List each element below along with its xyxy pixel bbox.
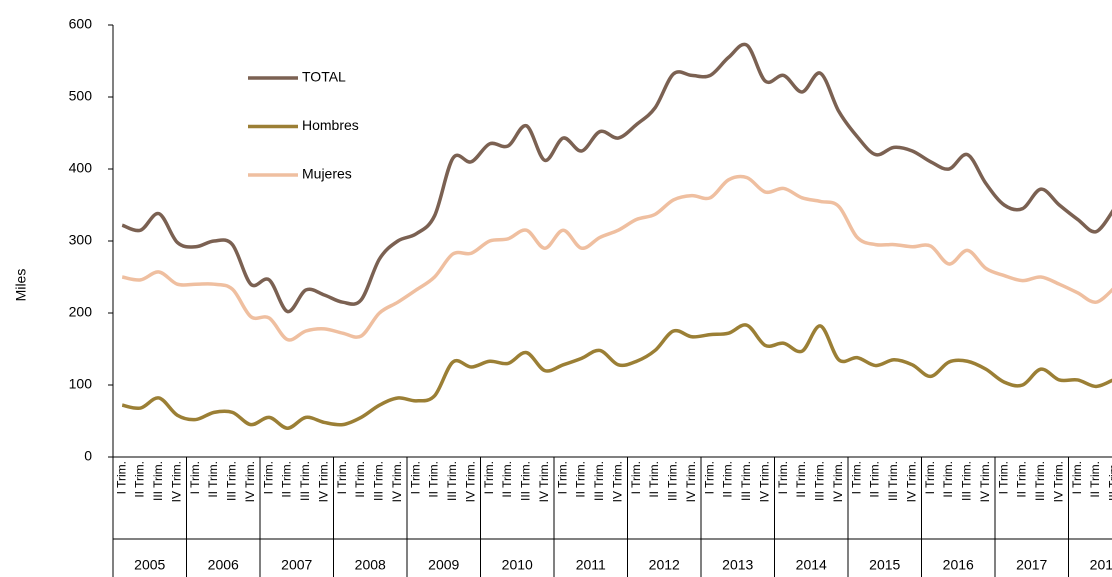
x-tick-label: I Trim.	[776, 461, 790, 494]
x-tick-label: II Trim.	[1015, 461, 1029, 498]
x-tick-label: I Trim.	[261, 461, 275, 494]
x-tick-label: IV Trim.	[831, 461, 845, 502]
x-tick-label: III Trim.	[151, 461, 165, 501]
legend-label: Hombres	[302, 117, 359, 133]
year-label: 2013	[722, 557, 753, 573]
legend-label: Mujeres	[302, 166, 352, 182]
year-label: 2010	[502, 557, 533, 573]
x-tick-label: II Trim.	[794, 461, 808, 498]
x-tick-label: IV Trim.	[243, 461, 257, 502]
x-tick-label: IV Trim.	[904, 461, 918, 502]
y-tick-label: 200	[69, 304, 93, 320]
y-tick-label: 400	[69, 160, 93, 176]
y-tick-label: 100	[69, 376, 93, 392]
x-tick-label: II Trim.	[133, 461, 147, 498]
x-tick-label: III Trim.	[519, 461, 533, 501]
x-tick-label: I Trim.	[188, 461, 202, 494]
x-tick-label: II Trim.	[721, 461, 735, 498]
x-tick-label: IV Trim.	[169, 461, 183, 502]
year-label: 2017	[1016, 557, 1047, 573]
x-tick-label: III Trim.	[372, 461, 386, 501]
line-series	[121, 42, 1112, 314]
x-tick-label: I Trim.	[335, 461, 349, 494]
year-label: 2007	[281, 557, 312, 573]
legend-label: TOTAL	[302, 69, 346, 85]
x-tick-label: II Trim.	[206, 461, 220, 498]
x-tick-label: II Trim.	[280, 461, 294, 498]
x-tick-label: IV Trim.	[1051, 461, 1065, 502]
year-label: 2011	[576, 557, 606, 573]
x-tick-label: I Trim.	[849, 461, 863, 494]
x-tick-label: II Trim.	[500, 461, 514, 498]
x-tick-label: III Trim.	[445, 461, 459, 501]
year-label: 2008	[355, 557, 386, 573]
x-tick-label: I Trim.	[996, 461, 1010, 494]
year-label: 2009	[428, 557, 459, 573]
x-tick-label: III Trim.	[1033, 461, 1047, 501]
x-tick-label: II Trim.	[868, 461, 882, 498]
x-tick-label: III Trim.	[739, 461, 753, 501]
year-label: 2006	[208, 557, 239, 573]
x-tick-label: IV Trim.	[390, 461, 404, 502]
x-tick-label: II Trim.	[427, 461, 441, 498]
x-tick-label: IV Trim.	[978, 461, 992, 502]
x-tick-label: II Trim.	[1088, 461, 1102, 498]
x-tick-label: III Trim.	[592, 461, 606, 501]
x-tick-label: III Trim.	[666, 461, 680, 501]
x-tick-label: I Trim.	[408, 461, 422, 494]
x-tick-label: III Trim.	[813, 461, 827, 501]
x-tick-label: I Trim.	[482, 461, 496, 494]
x-tick-label: IV Trim.	[316, 461, 330, 502]
x-tick-label: III Trim.	[960, 461, 974, 501]
line-series	[121, 323, 1112, 430]
year-label: 2012	[649, 557, 680, 573]
x-tick-label: IV Trim.	[684, 461, 698, 502]
y-tick-label: 0	[84, 448, 92, 464]
year-label: 2018	[1090, 557, 1112, 573]
x-tick-label: II Trim.	[353, 461, 367, 498]
x-tick-label: IV Trim.	[757, 461, 771, 502]
x-tick-label: III Trim.	[1107, 461, 1112, 501]
year-label: 2015	[869, 557, 900, 573]
x-tick-label: III Trim.	[225, 461, 239, 501]
y-tick-label: 500	[69, 88, 93, 104]
x-tick-label: I Trim.	[702, 461, 716, 494]
x-tick-label: IV Trim.	[463, 461, 477, 502]
x-tick-label: II Trim.	[647, 461, 661, 498]
y-tick-label: 300	[69, 232, 93, 248]
x-tick-label: II Trim.	[574, 461, 588, 498]
x-tick-label: I Trim.	[555, 461, 569, 494]
year-label: 2016	[943, 557, 974, 573]
line-series	[121, 174, 1112, 342]
x-tick-label: I Trim.	[1070, 461, 1084, 494]
x-tick-label: III Trim.	[298, 461, 312, 501]
year-label: 2005	[134, 557, 165, 573]
y-axis-label: Miles	[13, 269, 29, 302]
x-tick-label: III Trim.	[886, 461, 900, 501]
x-tick-label: I Trim.	[923, 461, 937, 494]
x-tick-label: IV Trim.	[537, 461, 551, 502]
y-tick-label: 600	[69, 16, 93, 32]
x-tick-label: I Trim.	[629, 461, 643, 494]
year-label: 2014	[796, 557, 827, 573]
x-tick-label: II Trim.	[941, 461, 955, 498]
x-tick-label: IV Trim.	[610, 461, 624, 502]
x-tick-label: I Trim.	[114, 461, 128, 494]
